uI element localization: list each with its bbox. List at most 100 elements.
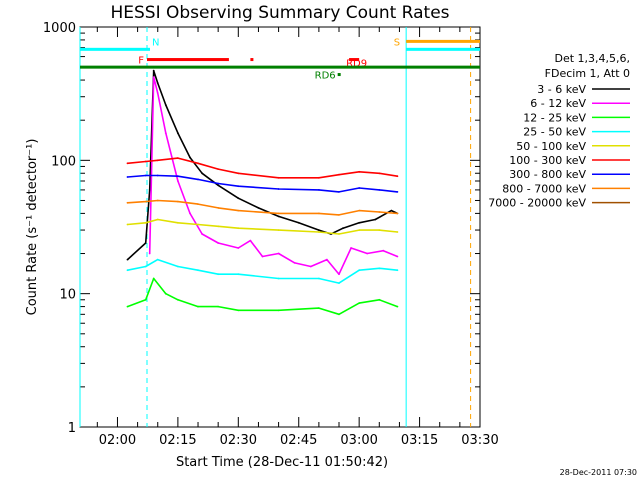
data-point — [217, 242, 220, 244]
legend-item-label: 50 - 100 keV — [516, 140, 586, 153]
data-point — [277, 277, 280, 280]
data-point — [277, 188, 280, 190]
data-point — [382, 249, 385, 252]
data-point — [338, 173, 340, 176]
data-point — [189, 212, 191, 215]
data-point — [144, 298, 147, 301]
data-point — [144, 265, 147, 268]
data-point — [378, 211, 381, 213]
data-point — [164, 132, 167, 135]
data-point — [217, 273, 220, 276]
data-point — [156, 174, 159, 177]
data-point — [277, 215, 280, 218]
series-line — [148, 76, 398, 275]
legend-item-label: 7000 - 20000 keV — [488, 197, 586, 210]
data-point — [144, 174, 147, 177]
data-point — [197, 162, 199, 165]
data-point — [277, 309, 280, 312]
data-point — [318, 277, 320, 280]
data-point — [126, 162, 129, 165]
data-point — [144, 221, 147, 224]
data-point — [358, 269, 361, 272]
data-point — [237, 197, 240, 200]
data-point — [164, 104, 167, 106]
data-point — [374, 218, 377, 221]
series-line — [127, 174, 398, 193]
data-point — [338, 233, 340, 235]
data-point — [342, 227, 344, 230]
y-tick-label: 10 — [59, 288, 76, 303]
data-point — [309, 265, 312, 268]
data-point — [378, 172, 381, 175]
data-point — [378, 298, 381, 301]
legend-item-label: 12 - 25 keV — [523, 111, 586, 124]
data-point — [396, 231, 399, 233]
legend-item-label: 100 - 300 keV — [509, 154, 586, 167]
data-point — [217, 182, 220, 185]
x-tick-label: 02:30 — [220, 433, 257, 448]
flag-bar — [406, 39, 480, 43]
data-point — [177, 175, 179, 178]
data-point — [277, 229, 280, 232]
data-point — [378, 189, 381, 191]
data-point — [197, 223, 199, 226]
data-point — [197, 178, 199, 181]
data-point — [126, 223, 129, 226]
data-point — [156, 199, 159, 202]
data-point — [197, 269, 199, 272]
data-point — [396, 191, 399, 193]
data-point — [396, 175, 399, 178]
data-point — [358, 209, 361, 212]
legend-item-label: 3 - 6 keV — [537, 83, 586, 96]
y-axis: 1 10 100 1000 — [43, 21, 480, 436]
series-line — [127, 258, 398, 284]
flag-bar — [349, 58, 360, 62]
flag-label: N — [152, 37, 159, 48]
data-point — [152, 277, 155, 280]
data-point — [237, 209, 240, 212]
plot-area — [79, 26, 481, 428]
data-point — [156, 159, 159, 162]
data-point — [261, 255, 264, 258]
data-point — [126, 269, 129, 272]
series-lines — [126, 69, 399, 316]
data-point — [396, 212, 399, 215]
data-point — [144, 242, 147, 244]
y-tick-label: 1000 — [43, 21, 76, 36]
data-point — [277, 176, 280, 179]
data-point — [318, 212, 320, 215]
data-point — [217, 184, 220, 187]
data-point — [148, 252, 151, 255]
data-point — [358, 302, 361, 304]
data-point — [177, 265, 179, 268]
data-point — [237, 172, 240, 175]
legend-header-line-2: FDecim 1, Att 0 — [545, 67, 630, 80]
data-point — [217, 225, 220, 228]
data-point — [237, 227, 240, 230]
data-point — [189, 156, 191, 159]
data-point — [144, 160, 147, 163]
flag-label: RD9 — [346, 59, 367, 70]
x-tick-label: 03:30 — [461, 433, 498, 448]
data-point — [338, 313, 340, 316]
data-point — [396, 255, 399, 258]
data-point — [396, 269, 399, 272]
data-point — [217, 168, 220, 171]
data-point — [152, 76, 155, 79]
data-point — [197, 305, 199, 308]
data-point — [378, 267, 381, 270]
data-point — [358, 170, 361, 173]
flag-bar — [147, 58, 229, 62]
x-tick-label: 02:15 — [159, 433, 196, 448]
data-point — [358, 187, 361, 189]
data-point — [126, 201, 129, 204]
flag-label: S — [394, 37, 400, 48]
data-point — [177, 200, 179, 203]
vertical-markers — [79, 27, 472, 427]
data-point — [156, 218, 159, 221]
data-point — [201, 172, 204, 175]
data-point — [358, 229, 361, 232]
data-point — [144, 200, 147, 203]
data-point — [237, 273, 240, 276]
